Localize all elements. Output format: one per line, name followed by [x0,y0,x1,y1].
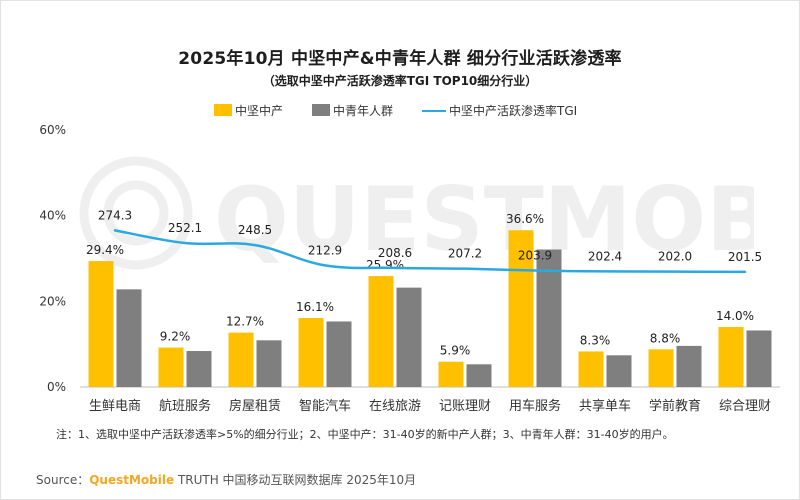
bar-series2 [116,289,142,387]
bar-data-label: 8.8% [650,331,681,345]
bar-series2 [186,351,212,387]
legend-label-series3: 中坚中产活跃渗透率TGI [449,104,578,118]
legend-item-series1: 中坚中产 [214,102,283,120]
bar-series2 [746,330,772,387]
chart-note: 注：1、选取中坚中产活跃渗透率>5%的细分行业；2、中坚中产：31-40岁的新中… [56,428,674,441]
tgi-data-label: 212.9 [308,243,342,257]
bar-series2 [396,287,422,387]
bar-series2 [256,340,282,387]
tgi-data-label: 203.9 [518,249,552,263]
bar-series2 [466,364,492,387]
bar-data-label: 9.2% [160,330,191,344]
legend-line-series3 [422,110,446,112]
chart-subtitle: （选取中坚中产活跃渗透率TGI TOP10细分行业） [262,74,538,88]
legend-item-series2: 中青年人群 [312,102,393,120]
bar-data-label: 5.9% [440,344,471,358]
x-tick-label: 记账理财 [439,399,491,414]
bar-series2 [536,249,562,387]
legend-label-series1: 中坚中产 [235,104,284,118]
bar-series1 [158,347,184,387]
chart-title: 2025年10月 中坚中产&中青年人群 细分行业活跃渗透率 [178,49,622,69]
bar-series1 [438,361,464,387]
bar-data-label: 16.1% [296,300,334,314]
tgi-data-label: 274.3 [98,208,132,222]
x-tick-label: 生鲜电商 [89,399,141,414]
bar-series2 [606,355,632,387]
y-tick-label: 0% [47,380,66,394]
bar-series1 [368,276,394,387]
legend-swatch-series1 [214,104,232,116]
y-tick-label: 60% [39,123,66,137]
tgi-data-label: 201.5 [728,250,762,264]
bar-data-label: 25.9% [366,258,404,272]
legend-swatch-series2 [312,104,330,116]
x-tick-label: 智能汽车 [299,398,351,414]
x-tick-label: 用车服务 [509,398,561,414]
bar-data-label: 8.3% [580,333,611,347]
bar-series1 [88,261,114,387]
x-tick-label: 学前教育 [649,398,701,414]
bar-series2 [326,321,352,387]
tgi-data-label: 252.1 [168,221,202,235]
x-tick-label: 在线旅游 [369,399,421,414]
legend-item-series3: 中坚中产活跃渗透率TGI [422,102,577,120]
bar-series1 [718,327,744,387]
tgi-data-label: 248.5 [238,223,272,237]
x-tick-label: 房屋租赁 [229,398,281,414]
legend-label-series2: 中青年人群 [333,104,394,118]
bar-series1 [298,318,324,387]
bar-data-label: 14.0% [716,309,754,323]
x-tick-label: 综合理财 [719,399,771,414]
bar-series1 [508,230,534,387]
tgi-data-label: 208.6 [378,246,412,260]
bar-series1 [648,349,674,387]
tgi-data-label: 202.4 [588,249,622,263]
y-tick-label: 40% [39,209,66,223]
x-tick-label: 航班服务 [159,398,211,414]
tgi-line [113,229,747,274]
bar-series1 [578,351,604,387]
source-suffix: TRUTH 中国移动互联网数据库 2025年10月 [174,473,417,487]
y-tick-label: 20% [39,294,66,308]
bar-data-label: 36.6% [506,212,544,226]
tgi-data-label: 202.0 [658,250,692,264]
source-brand: QuestMobile [89,473,175,487]
bar-data-label: 12.7% [226,315,264,329]
bar-series1 [228,332,254,387]
tgi-data-label: 207.2 [448,247,482,261]
x-tick-label: 共享单车 [579,398,631,414]
chart-legend: 中坚中产 中青年人群 中坚中产活跃渗透率TGI [200,102,620,120]
bar-data-label: 29.4% [86,243,124,257]
chart-source: Source：QuestMobile TRUTH 中国移动互联网数据库 2025… [36,471,416,488]
source-prefix: Source： [36,473,90,487]
bar-series2 [676,345,702,387]
